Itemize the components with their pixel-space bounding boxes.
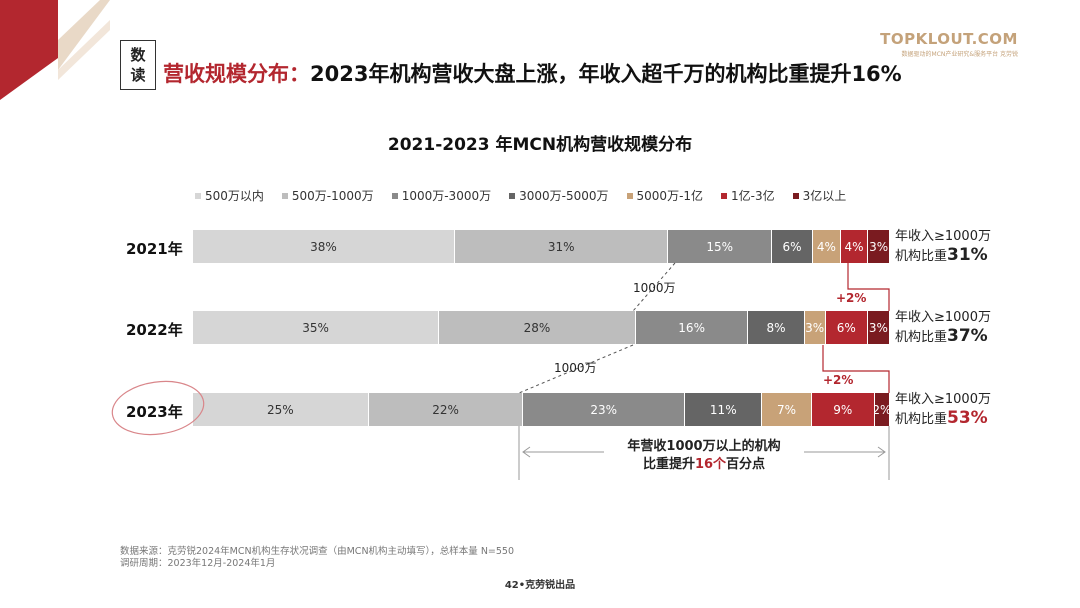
corner-decoration <box>0 0 110 100</box>
legend-item: 500万-1000万 <box>281 187 374 204</box>
threshold-label-1: 1000万 <box>633 281 676 295</box>
legend-item: 1000万-3000万 <box>391 187 492 204</box>
legend-item: 500万以内 <box>195 187 264 204</box>
legend-swatch <box>626 192 633 199</box>
bar-segment: 4% <box>813 230 841 263</box>
legend-item: 3000万-5000万 <box>509 187 609 204</box>
section-tag-line2: 读 <box>130 66 146 84</box>
legend-swatch <box>721 192 728 199</box>
bar-row: 35% 28% 16% 8% 3% 6% 3% <box>193 311 889 344</box>
legend-item: 1亿-3亿 <box>721 187 775 204</box>
side-note-line1: 年收入≥1000万 <box>895 229 991 244</box>
legend-label: 1亿-3亿 <box>731 189 775 203</box>
side-note-line2: 机构比重53% <box>895 409 991 429</box>
logo-sub-text: 数据驱动的MCN产业研究&服务平台 克劳锐 <box>901 51 1018 58</box>
headline-text: 2023年机构营收大盘上涨，年收入超千万的机构比重提升16% <box>310 62 902 86</box>
side-note-value: 31% <box>947 245 988 265</box>
bar-segment: 4% <box>840 230 869 263</box>
y-axis-label: 2022年 <box>126 321 183 339</box>
page-headline: 营收规模分布：2023年机构营收大盘上涨，年收入超千万的机构比重提升16% <box>163 58 902 88</box>
summary-line1: 年营收1000万以上的机构 <box>627 439 781 454</box>
section-tag: 数 读 <box>120 40 156 90</box>
delta-label-1: +2% <box>836 291 867 305</box>
bar-segment: 25% <box>193 393 369 426</box>
side-note-line2: 机构比重37% <box>895 327 991 347</box>
bar-segment: 7% <box>762 393 812 426</box>
legend-item: 3亿以上 <box>792 187 847 204</box>
bar-row: 25%22%23%11%7%9%2% <box>193 393 889 426</box>
bar-segment: 28% <box>439 311 636 344</box>
side-note-line2: 机构比重31% <box>895 246 991 266</box>
bar-segment: 3% <box>868 230 889 263</box>
legend-label: 500万以内 <box>205 189 264 203</box>
y-axis-label: 2023年 <box>126 403 183 421</box>
bar-segment: 2% <box>874 393 889 426</box>
side-note-line1: 年收入≥1000万 <box>895 310 991 325</box>
bar-segment: 31% <box>454 230 669 263</box>
side-note: 年收入≥1000万 机构比重53% <box>895 391 991 429</box>
bar-segment: 16% <box>635 311 749 344</box>
span-arrow-head-left <box>522 446 531 458</box>
legend-item: 5000万-1亿 <box>626 187 704 204</box>
bar-segment: 35% <box>193 311 440 344</box>
summary-line2-post: 百分点 <box>726 457 766 472</box>
chart-legend: 500万以内 500万-1000万 1000万-3000万 3000万-5000万 50… <box>195 187 846 204</box>
bar-row: 38% 31% 15% 6% 4% 4% 3% <box>193 230 889 263</box>
legend-swatch <box>391 192 398 199</box>
section-tag-line1: 数 <box>130 46 146 64</box>
bar-segment: 9% <box>811 393 875 426</box>
footer-source: 数据来源：克劳锐2024年MCN机构生存状况调查（由MCN机构主动填写），总样本… <box>120 546 515 557</box>
y-axis-label: 2021年 <box>126 240 183 258</box>
side-note-value: 53% <box>947 408 988 428</box>
legend-label: 5000万-1亿 <box>636 189 704 203</box>
side-note-value: 37% <box>947 326 988 346</box>
span-arrow-head-right <box>877 446 886 458</box>
page-number: 42•克劳锐出品 <box>504 580 576 591</box>
legend-label: 3亿以上 <box>802 189 847 203</box>
legend-swatch <box>792 192 799 199</box>
legend-label: 500万-1000万 <box>291 189 374 203</box>
footer-period: 调研周期：2023年12月-2024年1月 <box>120 558 276 569</box>
bar-segment: 22% <box>368 393 524 426</box>
bar-segment: 11% <box>685 393 763 426</box>
bar-segment: 23% <box>523 393 686 426</box>
legend-label: 1000万-3000万 <box>401 189 492 203</box>
footer-notes: 数据来源：克劳锐2024年MCN机构生存状况调查（由MCN机构主动填写），总样本… <box>120 546 514 570</box>
side-note-label: 机构比重 <box>895 249 948 264</box>
summary-highlight: 16个 <box>694 457 727 472</box>
legend-swatch <box>281 192 288 199</box>
side-note: 年收入≥1000万 机构比重31% <box>895 228 991 266</box>
legend-label: 3000万-5000万 <box>519 189 609 203</box>
bar-segment: 8% <box>748 311 805 344</box>
summary-line2-pre: 比重提升 <box>642 457 695 472</box>
side-note-label: 机构比重 <box>895 330 948 345</box>
logo-main-text: TOPKLOUT.COM <box>880 30 1018 48</box>
chart-title: 2021-2023 年MCN机构营收规模分布 <box>387 135 693 155</box>
legend-swatch <box>195 192 201 199</box>
summary-callout: 年营收1000万以上的机构 比重提升16个百分点 <box>604 438 804 474</box>
threshold-label-2: 1000万 <box>554 361 597 375</box>
brand-logo: TOPKLOUT.COM 数据驱动的MCN产业研究&服务平台 克劳锐 <box>880 30 1018 58</box>
summary-line2: 比重提升16个百分点 <box>604 456 804 474</box>
delta-label-2: +2% <box>823 373 854 387</box>
bar-segment: 15% <box>668 230 772 263</box>
bar-segment: 38% <box>193 230 455 263</box>
bar-segment: 3% <box>804 311 826 344</box>
bar-segment: 6% <box>771 230 814 263</box>
legend-swatch <box>509 192 516 199</box>
side-note-line1: 年收入≥1000万 <box>895 392 991 407</box>
bar-segment: 3% <box>867 311 889 344</box>
side-note: 年收入≥1000万 机构比重37% <box>895 309 991 347</box>
bar-segment: 6% <box>825 311 868 344</box>
headline-highlight: 营收规模分布： <box>163 62 310 86</box>
side-note-label: 机构比重 <box>895 412 948 427</box>
